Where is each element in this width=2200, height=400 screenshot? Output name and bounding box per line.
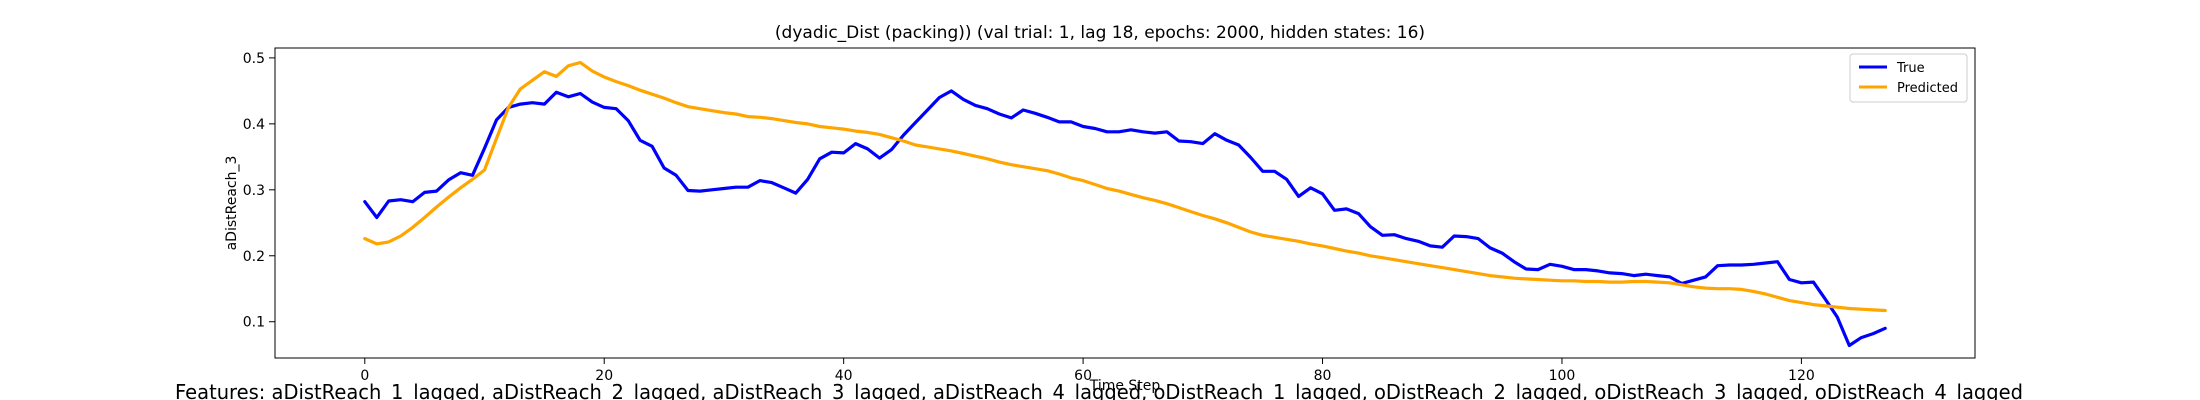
x-tick-label: 40	[835, 368, 853, 384]
y-tick-label: 0.2	[243, 249, 265, 265]
y-axis-label: aDistReach_3	[224, 156, 240, 251]
x-tick-label: 100	[1549, 368, 1576, 384]
y-tick-label: 0.4	[243, 117, 265, 133]
series-line-predicted	[363, 60, 1887, 313]
legend-label-predicted: Predicted	[1897, 81, 1958, 96]
x-tick-label: 80	[1314, 368, 1332, 384]
y-tick-label: 0.1	[243, 315, 265, 331]
series-line-true	[363, 89, 1887, 348]
y-tick-label: 0.5	[243, 51, 265, 67]
x-tick-label: 120	[1788, 368, 1815, 384]
series-layer	[363, 60, 1887, 348]
chart-title: (dyadic_Dist (packing)) (val trial: 1, l…	[775, 23, 1425, 43]
y-axis: 0.1 0.2 0.3 0.4 0.5	[243, 51, 275, 331]
y-tick-label: 0.3	[243, 183, 265, 199]
x-tick-label: 60	[1074, 368, 1092, 384]
x-axis-label: Time Step	[1089, 378, 1161, 394]
legend: True Predicted	[1849, 53, 1968, 103]
legend-label-true: True	[1896, 61, 1925, 76]
plot-frame	[274, 47, 1976, 359]
plot-area: 0 20 40 60 80 100 120 0.1 0.2 0.3 0.4 0.5	[243, 47, 1976, 384]
x-axis: 0 20 40 60 80 100 120	[360, 358, 1815, 384]
x-tick-label: 0	[360, 368, 369, 384]
features-caption: Features: aDistReach_1_lagged, aDistReac…	[175, 380, 2023, 400]
x-tick-label: 20	[595, 368, 613, 384]
